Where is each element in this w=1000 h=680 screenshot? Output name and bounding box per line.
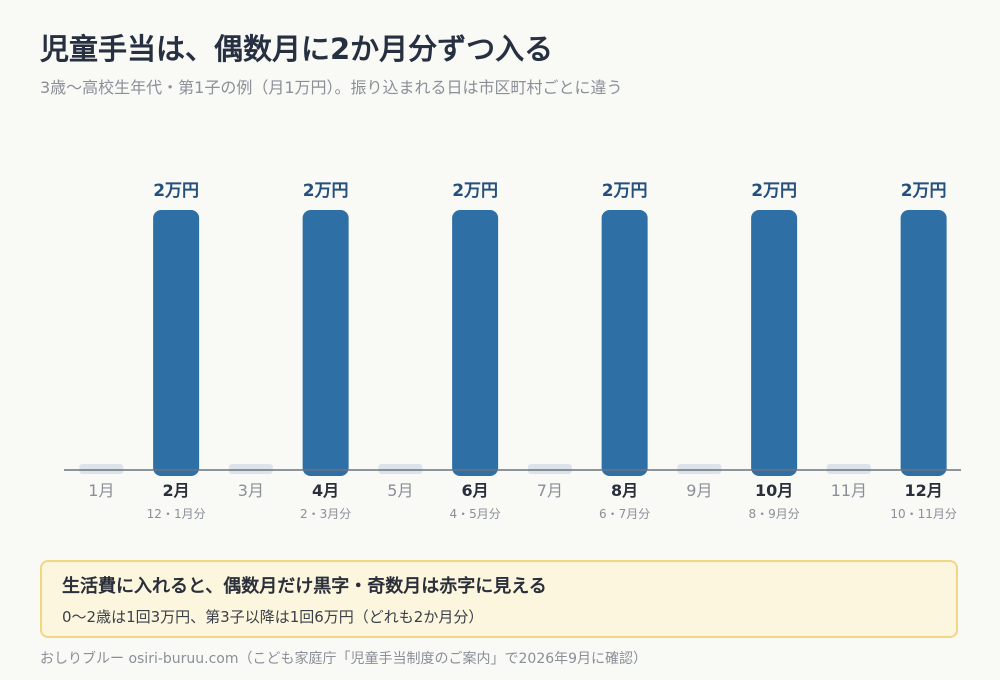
page-subtitle: 3歳〜高校生年代・第1子の例（月1万円）。振り込まれる日は市区町村ごとに違う [40, 78, 623, 97]
tick-label-4: 4月 [312, 481, 339, 500]
value-label-12: 2万円 [901, 181, 947, 201]
tick-label-9: 9月 [686, 481, 712, 500]
value-label-6: 2万円 [452, 181, 498, 201]
value-label-10: 2万円 [751, 181, 797, 201]
bar-1 [79, 464, 124, 474]
bar-5 [378, 464, 423, 474]
tick-label-11: 11月 [831, 481, 867, 500]
tick-label-6: 6月 [462, 481, 489, 500]
bar-6 [452, 210, 499, 476]
bar-2 [153, 210, 200, 476]
tick-sublabel-12: 10・11月分 [890, 507, 957, 521]
value-label-2: 2万円 [153, 181, 199, 201]
bar-3 [228, 464, 273, 474]
tick-label-2: 2月 [163, 481, 190, 500]
tick-label-10: 10月 [755, 481, 793, 500]
bar-8 [601, 210, 648, 476]
bar-9 [677, 464, 722, 474]
bar-7 [527, 464, 572, 474]
bar-12 [900, 210, 947, 476]
tick-label-12: 12月 [904, 481, 942, 500]
callout-box: 生活費に入れると、偶数月だけ黒字・奇数月は赤字に見える 0〜2歳は1回3万円、第… [40, 560, 958, 638]
bar-chart: 1月 2万円 2月 12・1月分 3月 2万円 4月 2・3月分 5月 2万円 6月 4・5月分 7月 2… [64, 181, 961, 521]
tick-label-3: 3月 [238, 481, 264, 500]
tick-label-8: 8月 [611, 481, 638, 500]
tick-sublabel-4: 2・3月分 [300, 507, 351, 521]
footer-credit: おしりブルー osiri-buruu.com（こども家庭庁「児童手当制度のご案内… [40, 651, 648, 667]
tick-sublabel-2: 12・1月分 [147, 507, 206, 521]
tick-sublabel-8: 6・7月分 [599, 507, 650, 521]
tick-sublabel-6: 4・5月分 [449, 507, 500, 521]
callout-title: 生活費に入れると、偶数月だけ黒字・奇数月は赤字に見える [62, 576, 547, 597]
bar-10 [751, 210, 798, 476]
callout-text: 0〜2歳は1回3万円、第3子以降は1回6万円（どれも2か月分） [62, 608, 484, 626]
value-label-8: 2万円 [602, 181, 648, 201]
tick-label-1: 1月 [88, 481, 114, 500]
bar-4 [302, 210, 349, 476]
page-title: 児童手当は、偶数月に2か月分ずつ入る [40, 32, 554, 66]
tick-sublabel-10: 8・9月分 [748, 507, 799, 521]
bar-11 [826, 464, 871, 474]
value-label-4: 2万円 [303, 181, 349, 201]
tick-label-5: 5月 [387, 481, 413, 500]
tick-label-7: 7月 [537, 481, 563, 500]
